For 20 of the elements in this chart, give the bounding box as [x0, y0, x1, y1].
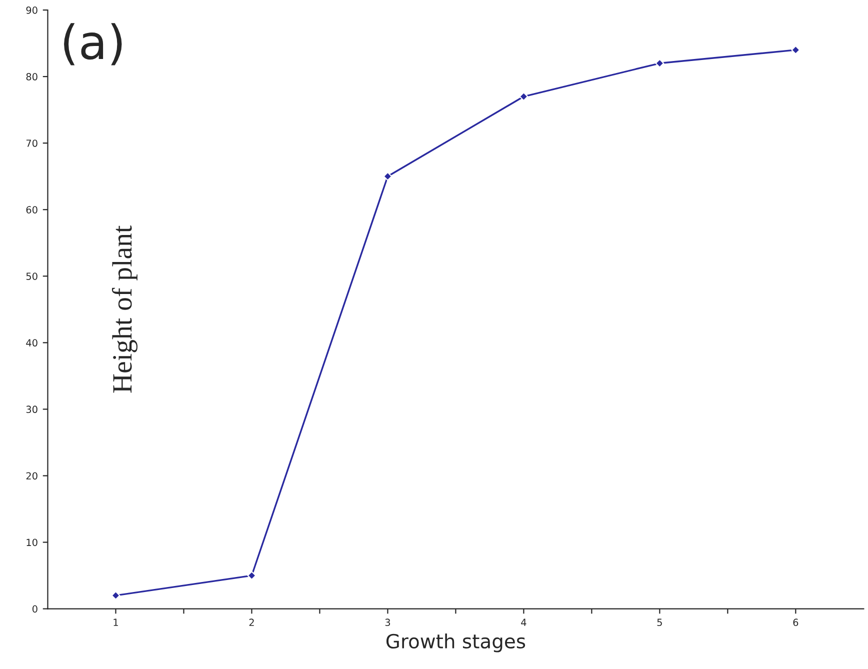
y-axis-title: Height of plant — [112, 225, 138, 393]
y-tick-label: 30 — [26, 406, 38, 414]
x-tick-label: 5 — [657, 618, 662, 626]
point — [519, 92, 528, 101]
y-tick-label: 40 — [26, 339, 38, 347]
y-tick-label: 80 — [26, 73, 38, 80]
x-axis-title: Growth stages — [386, 633, 526, 652]
x-tick-label: 2 — [249, 618, 254, 626]
y-tick-label: 0 — [32, 605, 38, 613]
y-tick-label: 20 — [26, 472, 38, 480]
y-tick-label: 70 — [26, 140, 38, 147]
y-tick-label: 50 — [26, 272, 38, 280]
x-tick-label: 6 — [793, 618, 798, 626]
y-tick-label: 60 — [26, 206, 38, 214]
y-tick-label: 10 — [26, 538, 38, 546]
annotation: (a) — [64, 23, 122, 66]
x-tick-label: 4 — [521, 618, 526, 626]
x-tick-label: 3 — [385, 618, 390, 626]
x-tick-label: 1 — [114, 618, 118, 626]
y-tick-label: 90 — [26, 6, 38, 14]
